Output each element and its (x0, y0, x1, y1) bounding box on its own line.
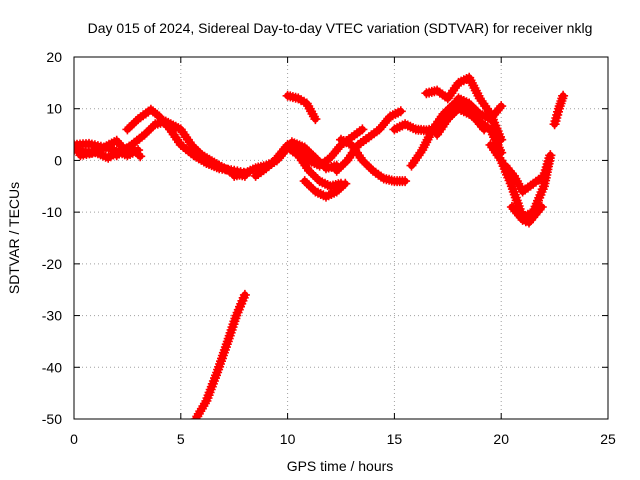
x-axis-ticks (73, 57, 609, 419)
y-tick-label: -40 (42, 359, 62, 375)
y-tick-label: -30 (42, 308, 62, 324)
series-markers-track-18 (500, 150, 556, 197)
series-markers-track-21 (190, 289, 250, 419)
y-tick-labels: 20 10 0 -10 -20 -30 -40 -50 (42, 49, 62, 427)
series-markers-track-8 (271, 124, 368, 171)
series-markers-track-9 (299, 176, 351, 202)
y-tick-label: 20 (46, 49, 62, 65)
series-markers-track-16 (432, 93, 507, 140)
y-tick-label: -20 (42, 256, 62, 272)
x-tick-label: 25 (600, 431, 616, 447)
x-tick-label: 20 (493, 431, 509, 447)
data-series-group (74, 72, 569, 419)
y-axis-ticks (74, 56, 608, 420)
series-markers-track-12 (336, 134, 411, 187)
x-axis-label: GPS time / hours (287, 458, 394, 474)
y-tick-label: -10 (42, 204, 62, 220)
y-tick-label: -50 (42, 411, 62, 427)
plot-frame (73, 56, 609, 420)
x-tick-label: 5 (177, 431, 185, 447)
series-markers-track-10 (282, 90, 321, 125)
chart-title: Day 015 of 2024, Sidereal Day-to-day VTE… (88, 20, 593, 36)
series-markers-track-2 (74, 135, 131, 156)
x-tick-label: 10 (280, 431, 296, 447)
y-axis-label: SDTVAR / TECUs (6, 182, 22, 294)
series-markers-track-5 (122, 104, 252, 179)
y-tick-label: 10 (46, 101, 62, 117)
series-markers-track-19 (506, 202, 547, 228)
x-tick-label: 0 (70, 431, 78, 447)
x-tick-label: 15 (387, 431, 403, 447)
x-tick-labels: 0 5 10 15 20 25 (70, 431, 616, 447)
series-markers-track-20 (549, 90, 569, 130)
y-tick-label: 0 (54, 152, 62, 168)
